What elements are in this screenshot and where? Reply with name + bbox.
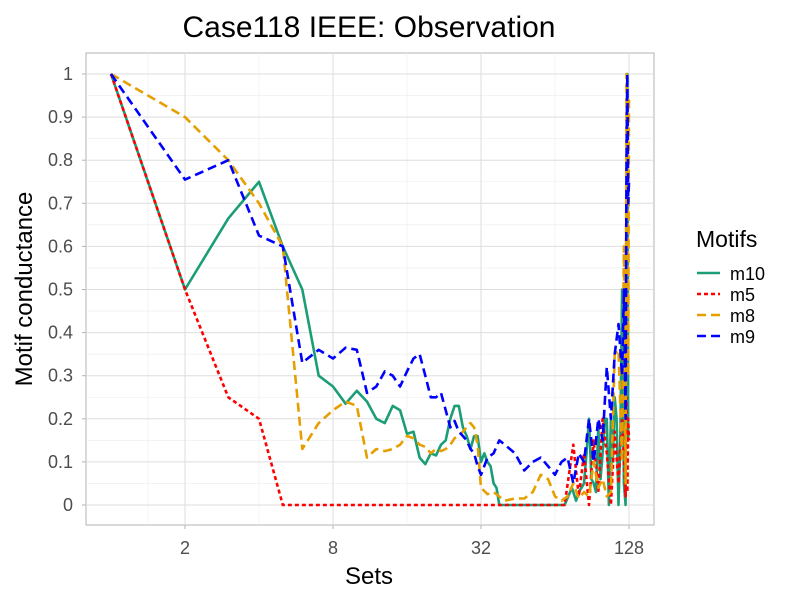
y-tick-label: 1 [63,64,73,84]
grid-major [86,53,654,525]
y-tick-label: 0 [63,495,73,515]
y-axis-ticks: 0 0.1 0.2 0.3 0.4 0.5 0.6 0.7 0.8 0.9 1 [48,64,86,515]
y-tick-label: 0.9 [48,107,73,127]
chart-title: Case118 IEEE: Observation [183,11,556,44]
y-tick-label: 0.6 [48,236,73,256]
grid-minor [86,53,654,525]
x-tick-label: 32 [471,538,491,558]
x-axis-ticks: 2 8 32 128 [180,525,644,558]
plot-panel [85,52,655,526]
y-tick-label: 0.5 [48,280,73,300]
series-lines [109,72,631,507]
series-line-m5 [109,73,631,507]
x-tick-label: 2 [180,538,190,558]
series-line-m9 [109,72,631,485]
series-line-m8 [110,72,631,503]
y-tick-label: 0.8 [48,150,73,170]
y-tick-label: 0.7 [48,193,73,213]
legend-label-m5: m5 [730,285,755,305]
x-tick-label: 8 [328,538,338,558]
y-tick-label: 0.2 [48,409,73,429]
x-tick-label: 128 [614,538,644,558]
legend-label-m9: m9 [730,327,755,347]
y-axis-title: Motif conductance [11,192,38,387]
legend-label-m10: m10 [730,264,765,284]
x-axis-title: Sets [345,563,393,590]
y-tick-label: 0.3 [48,366,73,386]
legend-label-m8: m8 [730,306,755,326]
y-tick-label: 0.1 [48,452,73,472]
y-tick-label: 0.4 [48,323,73,343]
legend-title: Motifs [696,226,757,252]
